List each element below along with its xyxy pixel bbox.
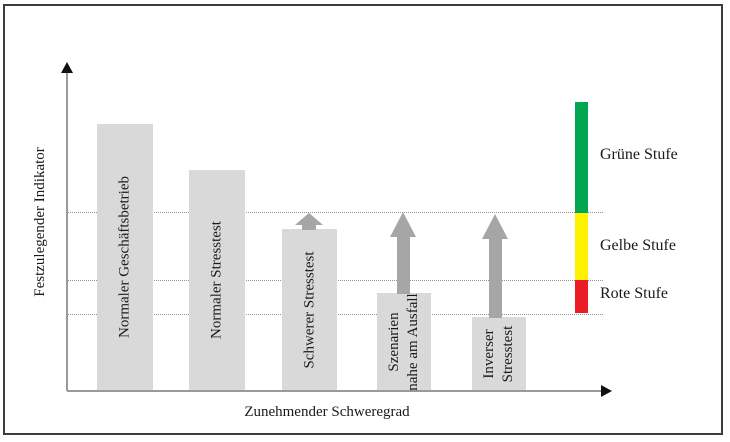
arrow-shaft-inverser-stresstest (489, 238, 502, 318)
arrow-up-icon-szenarien-nahe-am-ausfall (390, 212, 416, 237)
scale-segment-red (575, 280, 588, 313)
zone-label-gelbe-stufe: Gelbe Stufe (600, 237, 676, 254)
bar-normaler-geschaeftsbetrieb: Normaler Geschäftsbetrieb (97, 124, 153, 390)
x-axis-line (67, 390, 604, 392)
bar-label: Normaler Geschäftsbetrieb (116, 175, 133, 339)
y-axis-label: Festzulegender Indikator (32, 147, 48, 297)
x-axis-label: Zunehmender Schweregrad (244, 404, 410, 420)
zone-label-rote-stufe: Rote Stufe (600, 285, 668, 302)
x-axis-arrow-right-icon (601, 385, 612, 397)
arrow-up-icon-inverser-stresstest (482, 214, 508, 239)
bar-szenarien-nahe-am-ausfall: Szenarien nahe am Ausfall (377, 293, 431, 390)
bar-schwerer-stresstest: Schwerer Stresstest (282, 229, 337, 390)
y-axis-line (66, 70, 68, 391)
zone-label-gruene-stufe: Grüne Stufe (600, 146, 678, 163)
bar-normaler-stresstest: Normaler Stresstest (189, 170, 245, 390)
bar-label: Szenarien nahe am Ausfall (386, 292, 421, 391)
bar-label: Schwerer Stresstest (301, 250, 317, 369)
figure-border-frame (3, 4, 723, 435)
scale-segment-yellow (575, 213, 588, 280)
arrow-up-icon-schwerer-stresstest (295, 213, 323, 225)
y-axis-arrow-up-icon (61, 62, 73, 73)
arrow-shaft-schwerer-stresstest (302, 224, 316, 230)
bar-label: Normaler Stresstest (208, 221, 225, 339)
threshold-line-green-yellow (67, 212, 603, 213)
arrow-shaft-szenarien-nahe-am-ausfall (397, 236, 410, 294)
bar-inverser-stresstest: Inverser Stresstest (472, 317, 526, 390)
bar-label: Inverser Stresstest (481, 325, 516, 382)
scale-segment-green (575, 102, 588, 213)
